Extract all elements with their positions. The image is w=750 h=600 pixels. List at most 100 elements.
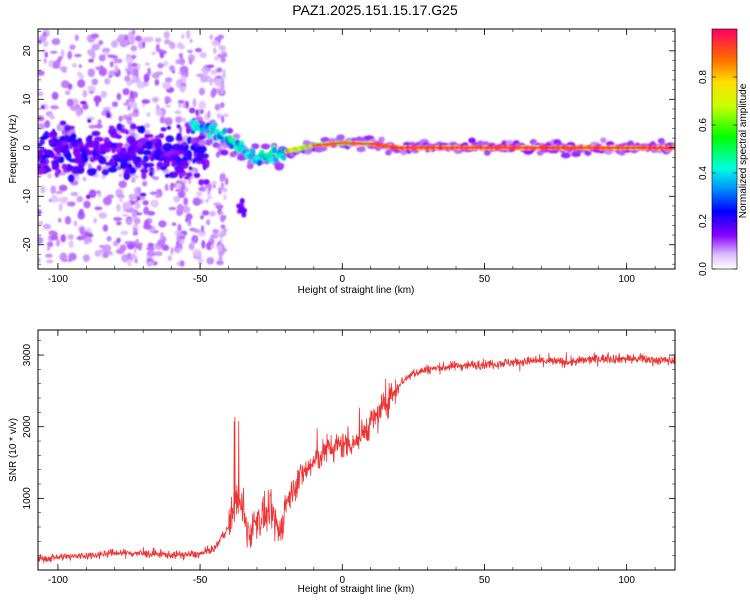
heatmap-cell [133, 108, 139, 114]
heatmap-cell [94, 250, 101, 257]
heatmap-cell [68, 240, 74, 248]
heatmap-cell [88, 189, 97, 198]
colorbar-tick-label: 0.6 [698, 118, 709, 132]
page-title: PAZ1.2025.151.15.17.G25 [292, 2, 458, 18]
heatmap-cell [218, 35, 223, 41]
heatmap-cell [59, 196, 69, 204]
heatmap-cell [201, 153, 209, 159]
heatmap-cell [141, 171, 147, 180]
heatmap-cell [208, 182, 212, 191]
heatmap-cell [87, 48, 96, 56]
heatmap-cell [127, 258, 132, 267]
heatmap-cell [214, 56, 220, 61]
heatmap-cell [58, 184, 68, 192]
heatmap-cell [468, 137, 476, 144]
heatmap-cell [142, 200, 149, 206]
heatmap-cell [200, 186, 206, 192]
heatmap-cell [195, 109, 199, 117]
heatmap-cell [185, 213, 193, 221]
heatmap-cell [121, 213, 130, 217]
heatmap-cell [220, 57, 226, 63]
heatmap-cell [176, 164, 182, 170]
x-tick-label: 100 [618, 575, 635, 586]
heatmap-cell [68, 252, 77, 261]
heatmap-cell [58, 203, 63, 212]
heatmap-cell [67, 234, 74, 240]
heatmap-cell [48, 138, 55, 145]
heatmap-cell [93, 217, 97, 224]
heatmap-cell [175, 182, 182, 189]
heatmap-cell [50, 194, 58, 203]
heatmap-cell [101, 168, 109, 176]
heatmap-cell [232, 133, 241, 140]
heatmap-cell [38, 257, 41, 263]
heatmap-cell [102, 244, 112, 253]
heatmap-cell [76, 195, 84, 203]
heatmap-cell [124, 201, 132, 210]
heatmap-cell [177, 204, 183, 212]
x-tick-label: -100 [48, 575, 68, 586]
heatmap-cell [164, 117, 173, 126]
heatmap-cell [98, 212, 108, 219]
heatmap-cell [180, 160, 189, 169]
heatmap-cell [72, 157, 83, 164]
heatmap-cell [191, 234, 199, 244]
heatmap-cell [194, 47, 202, 53]
y-tick-label: 3000 [22, 344, 33, 367]
heatmap-cell [93, 95, 102, 104]
heatmap-cell [86, 194, 91, 200]
heatmap-cell [218, 44, 222, 51]
heatmap-cell [186, 136, 193, 144]
colorbar-ticks: 0.0 0.2 0.4 0.6 0.8 [698, 70, 737, 276]
heatmap-cell [216, 244, 223, 252]
heatmap-cell [65, 152, 72, 161]
colorbar-label: Normalized spectral amplitude [738, 83, 749, 218]
heatmap-cell [188, 119, 195, 127]
heatmap-cell [124, 34, 129, 41]
heatmap-cell [209, 78, 213, 87]
x-tick-label: 0 [340, 575, 346, 586]
y-tick-label: 1000 [22, 487, 33, 510]
heatmap-cell [125, 166, 131, 173]
heatmap-cell [133, 68, 139, 76]
heatmap-cell [216, 67, 223, 73]
heatmap-cell [131, 152, 137, 157]
heatmap-cell [119, 244, 127, 252]
heatmap-cell [175, 80, 181, 88]
heatmap-cell [127, 113, 135, 118]
heatmap-cell [50, 234, 59, 241]
heatmap-cell [102, 106, 112, 111]
x-tick-label: 0 [340, 274, 346, 285]
heatmap-cell [175, 135, 183, 142]
heatmap-cell [73, 220, 78, 227]
heatmap-cell [174, 230, 179, 235]
heatmap-cell [106, 112, 111, 119]
heatmap-cell [168, 171, 179, 179]
y-tick-label: -20 [22, 237, 33, 252]
heatmap-cell [54, 146, 60, 153]
heatmap-cell [219, 211, 224, 215]
heatmap-cell [198, 187, 203, 191]
heatmap-cell [212, 228, 220, 234]
heatmap-cell [223, 194, 227, 201]
heatmap-cell [127, 105, 131, 111]
heatmap-cell [133, 175, 140, 179]
heatmap-cell [43, 40, 49, 47]
heatmap-cell [164, 183, 169, 192]
heatmap-cell [49, 115, 55, 120]
heatmap-cell [44, 120, 51, 128]
heatmap-cell [57, 156, 65, 164]
heatmap-cell [143, 130, 151, 134]
heatmap-cell [50, 50, 58, 54]
heatmap-cell [146, 112, 151, 117]
heatmap-cell [50, 105, 59, 110]
x-tick-label: 50 [479, 274, 491, 285]
heatmap-cell [42, 165, 50, 169]
heatmap-cell [190, 137, 198, 144]
heatmap-cell [109, 61, 114, 68]
x-tick-label: -50 [193, 274, 208, 285]
heatmap-cell [94, 206, 103, 211]
heatmap-cell [166, 125, 172, 130]
heatmap-cell [46, 241, 54, 248]
heatmap-cell [38, 220, 44, 226]
